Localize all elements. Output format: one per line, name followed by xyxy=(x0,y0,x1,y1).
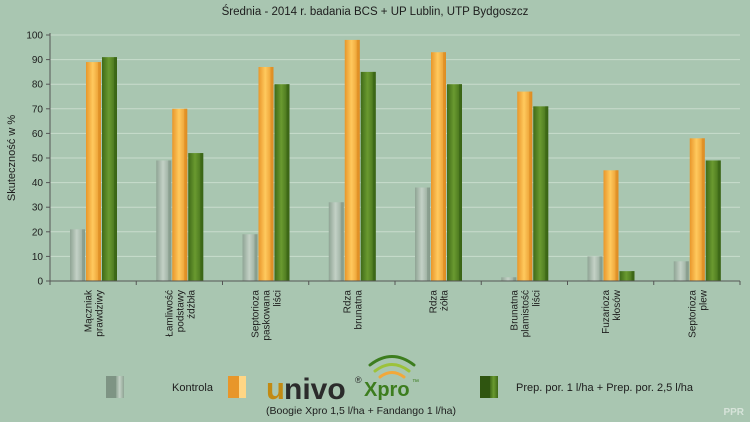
x-tick-label: Septorioza xyxy=(251,290,262,338)
x-category-label: Fuzarioza kłosów xyxy=(601,289,623,334)
legend-item-nivo-xpro: u nivo ® Xpro ™ (Boogie Xpro 1,5 l/ha + … xyxy=(228,355,456,417)
x-tick-label: żółta xyxy=(440,290,451,312)
x-tick-label: plamistość xyxy=(520,290,531,337)
x-tick-label: Rdza xyxy=(342,290,353,314)
x-tick-label: Fuzarioza xyxy=(601,290,612,334)
x-category-label: Mączniak prawdziwy xyxy=(84,289,106,337)
y-tick-label: 10 xyxy=(32,252,44,263)
x-tick-label: Mączniak xyxy=(84,289,95,332)
x-tick-label: Septorioza xyxy=(687,290,698,338)
nivo-xpro-logo: u nivo ® Xpro ™ xyxy=(266,355,419,406)
bar-prep-por xyxy=(619,271,635,281)
logo-text-nivo: nivo xyxy=(284,373,346,406)
bar-kontrola xyxy=(587,256,603,281)
y-tick-label: 30 xyxy=(32,203,44,214)
legend-subtitle: (Boogie Xpro 1,5 l/ha + Fandango 1 l/ha) xyxy=(266,405,456,417)
bar-prep-por xyxy=(533,106,549,281)
x-tick-label: paskowana xyxy=(262,290,273,341)
x-tick-label: prawdziwy xyxy=(95,290,106,337)
logo-text-xpro: Xpro xyxy=(364,379,410,401)
y-axis-label: Skuteczność w % xyxy=(6,115,18,201)
grid-lines xyxy=(46,34,740,282)
y-tick-label: 0 xyxy=(37,277,43,288)
y-tick-label: 50 xyxy=(32,154,44,165)
bar-nivo-xpro xyxy=(172,108,188,281)
x-tick-label: źdźbła xyxy=(186,290,197,319)
bar-nivo-xpro xyxy=(689,138,705,281)
bar-nivo-xpro xyxy=(517,91,533,281)
y-tick-label: 80 xyxy=(32,80,44,91)
bar-prep-por xyxy=(274,84,290,281)
bar-kontrola xyxy=(673,261,689,281)
bar-kontrola xyxy=(156,160,172,281)
x-tick-label: kłosów xyxy=(612,289,623,320)
logo-trademark: ™ xyxy=(412,379,419,386)
bar-nivo-xpro xyxy=(258,66,274,281)
x-category-label: Rdza brunatna xyxy=(342,290,364,330)
bar-prep-por xyxy=(705,160,721,281)
bar-prep-por xyxy=(188,153,204,281)
x-tick-label: Łamliwość xyxy=(164,290,175,337)
y-tick-label: 90 xyxy=(32,55,44,66)
x-tick-label: liści xyxy=(531,290,542,307)
x-category-label: Brunatna plamistość liści xyxy=(509,290,542,338)
y-tick-label: 40 xyxy=(32,178,44,189)
axes xyxy=(49,33,741,285)
x-category-label: Septorioza paskowana liści xyxy=(251,290,284,341)
x-tick-label: Rdza xyxy=(429,290,440,314)
legend-item-kontrola: Kontrola xyxy=(106,376,214,398)
logo-registered: ® xyxy=(355,375,362,385)
bar-nivo-xpro xyxy=(603,170,619,281)
y-tick-label: 70 xyxy=(32,104,44,115)
bar-prep-por xyxy=(360,71,376,282)
x-tick-label: brunatna xyxy=(353,290,364,330)
chart-title: Średnia - 2014 r. badania BCS + UP Lubli… xyxy=(222,5,529,18)
bar-kontrola xyxy=(70,229,85,281)
legend: Kontrola u nivo ® Xpro ™ (Boogi xyxy=(106,355,694,417)
y-tick-label: 100 xyxy=(26,31,43,42)
bar-kontrola xyxy=(328,202,344,281)
x-category-label: Łamliwość podstawy źdźbła xyxy=(164,290,197,337)
x-category-label: Septorioza plew xyxy=(687,289,709,338)
bar-nivo-xpro xyxy=(344,39,360,281)
legend-item-prep-por: Prep. por. 1 l/ha + Prep. por. 2,5 l/ha xyxy=(480,376,694,398)
bar-kontrola xyxy=(501,277,517,281)
y-tick-labels: 0 10 20 30 40 50 60 70 80 90 100 xyxy=(26,31,43,288)
y-tick-label: 60 xyxy=(32,129,44,140)
x-category-label: Rdza żółta xyxy=(429,290,451,314)
y-tick-label: 20 xyxy=(32,227,44,238)
x-tick-label: plew xyxy=(698,289,709,310)
bars xyxy=(70,39,721,282)
logo-letter-u: u xyxy=(266,371,285,406)
legend-label-prep-por: Prep. por. 1 l/ha + Prep. por. 2,5 l/ha xyxy=(516,382,694,394)
x-tick-labels: Mączniak prawdziwy Łamliwość podstawy źdźbła… xyxy=(84,289,710,341)
bar-kontrola xyxy=(415,187,430,281)
bar-nivo-xpro xyxy=(86,62,101,282)
bar-kontrola xyxy=(242,234,258,281)
signal-waves-icon xyxy=(368,355,416,379)
bar-nivo-xpro xyxy=(431,52,446,281)
legend-label-kontrola: Kontrola xyxy=(172,382,214,394)
ppr-watermark: PPR xyxy=(723,407,744,418)
x-tick-label: podstawy xyxy=(175,290,186,332)
bar-prep-por xyxy=(447,84,462,281)
x-tick-label: Brunatna xyxy=(509,290,520,331)
x-tick-label: liści xyxy=(273,290,284,307)
bar-prep-por xyxy=(102,57,117,281)
